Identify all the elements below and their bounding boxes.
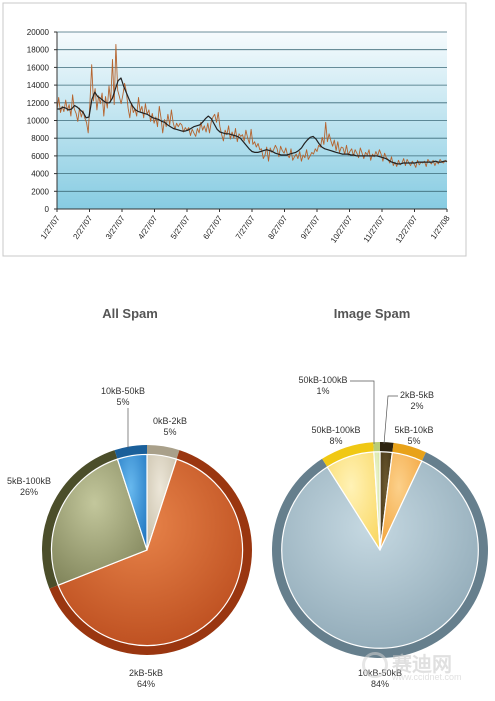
all-2kb-5kb-pct: 64% <box>137 679 155 689</box>
y-tick-label: 8000 <box>31 134 49 143</box>
watermark-url: www.ccidnet.com <box>392 672 462 682</box>
watermark: 赛迪网 www.ccidnet.com <box>362 648 492 692</box>
y-tick-label: 12000 <box>27 99 50 108</box>
series-line-average <box>57 77 447 165</box>
pie-rim-50kb-100kb <box>373 442 380 452</box>
all-5kb-100kb-label: 5kB-100kB <box>7 476 51 486</box>
pie-rim-2kb-5kb <box>380 442 394 453</box>
watermark-logo-icon <box>362 652 388 678</box>
img-50kb-100kb-8-pct: 8% <box>329 436 342 446</box>
all-2kb-5kb-label: 2kB-5kB <box>129 668 163 678</box>
watermark-text: 赛迪网 <box>392 652 452 676</box>
pie-slice-2kb-5kb <box>57 458 244 647</box>
img-2kb-5kb-pct: 2% <box>410 401 423 411</box>
pie-charts: All Spam Image Spam 10kB-50kB5%0kB-2kB5%… <box>7 306 488 689</box>
leader-line <box>383 395 398 445</box>
pie-rim-5kb-10kb <box>392 442 426 462</box>
all-0kb-2kb-pct: 5% <box>163 427 176 437</box>
y-tick-label: 14000 <box>27 81 50 90</box>
y-tick-label: 16000 <box>27 63 50 72</box>
y-tick-label: 18000 <box>27 46 50 55</box>
img-50kb-100kb-1-pct: 1% <box>316 386 329 396</box>
pie-rim-0kb-2kb <box>147 445 180 460</box>
pie-image-spam <box>271 442 488 659</box>
img-5kb-10kb-label: 5kB-10kB <box>394 425 433 435</box>
pie-slice-10kb-50kb <box>281 460 479 649</box>
y-tick-label: 2000 <box>31 187 49 196</box>
pie-slice-5kb-100kb <box>50 458 148 586</box>
all-0kb-2kb-label: 0kB-2kB <box>153 416 187 426</box>
pie-title-all-spam: All Spam <box>102 306 158 321</box>
y-tick-label: 10000 <box>27 117 50 126</box>
y-tick-label: 4000 <box>31 170 49 179</box>
all-10kb-50kb-pct: 5% <box>116 397 129 407</box>
pie-rim-50kb-100kb <box>322 442 374 468</box>
pie-rim-5kb-100kb <box>41 450 118 589</box>
y-tick-label: 20000 <box>27 28 50 37</box>
all-10kb-50kb-label: 10kB-50kB <box>101 386 145 396</box>
pie-all-spam <box>41 445 252 655</box>
series-group <box>56 43 448 168</box>
img-50kb-100kb-8-label: 50kB-100kB <box>311 425 360 435</box>
pie-slice-50kb-100kb <box>373 451 381 551</box>
all-5kb-100kb-pct: 26% <box>20 487 38 497</box>
img-5kb-10kb-pct: 5% <box>407 436 420 446</box>
img-2kb-5kb-label: 2kB-5kB <box>400 390 434 400</box>
line-chart: 0 2000 4000 6000 8000 10000 12000 14000 16000 180… <box>2 2 467 257</box>
pie-labels: 10kB-50kB5%0kB-2kB5%5kB-100kB26%2kB-5kB6… <box>7 375 434 689</box>
y-tick-label: 0 <box>45 205 50 214</box>
pie-slice-10kb-50kb <box>116 453 148 551</box>
y-axis-ticks: 0 2000 4000 6000 8000 10000 12000 14000 16000 180… <box>27 28 57 214</box>
img-50kb-100kb-1-label: 50kB-100kB <box>298 375 347 385</box>
y-tick-label: 6000 <box>31 152 49 161</box>
leader-line <box>350 380 375 444</box>
img-10kb-50kb-pct: 84% <box>371 679 389 689</box>
pie-rim-10kb-50kb <box>114 445 147 460</box>
pie-title-image-spam: Image Spam <box>334 306 411 321</box>
